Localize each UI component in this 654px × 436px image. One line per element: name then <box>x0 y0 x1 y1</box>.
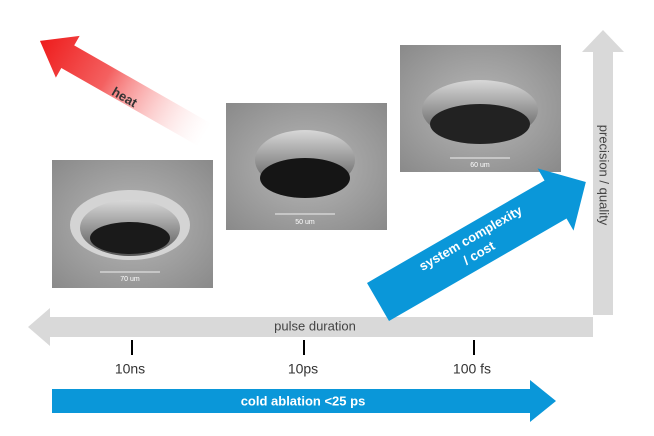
pulse-duration-arrow <box>28 308 593 346</box>
tick-label: 10ps <box>288 361 318 377</box>
pulse-duration-label: pulse duration <box>274 318 356 333</box>
cold-ablation-arrow <box>52 380 556 422</box>
cold-ablation-label: cold ablation <25 ps <box>241 393 366 408</box>
complexity-arrow: system complexity / cost <box>367 168 586 322</box>
heat-arrow <box>39 35 212 147</box>
sem-image: 60 um <box>400 45 561 172</box>
scale-label: 50 um <box>295 219 315 226</box>
precision-arrow <box>582 30 624 315</box>
tick-label: 10ns <box>115 361 145 377</box>
scale-label: 70 um <box>120 276 140 283</box>
sem-image: 50 um <box>226 103 387 230</box>
sem-image: 70 um <box>52 160 213 288</box>
scale-label: 60 um <box>470 162 490 169</box>
precision-label: precision / quality <box>597 125 612 226</box>
tick-label: 100 fs <box>453 361 491 377</box>
